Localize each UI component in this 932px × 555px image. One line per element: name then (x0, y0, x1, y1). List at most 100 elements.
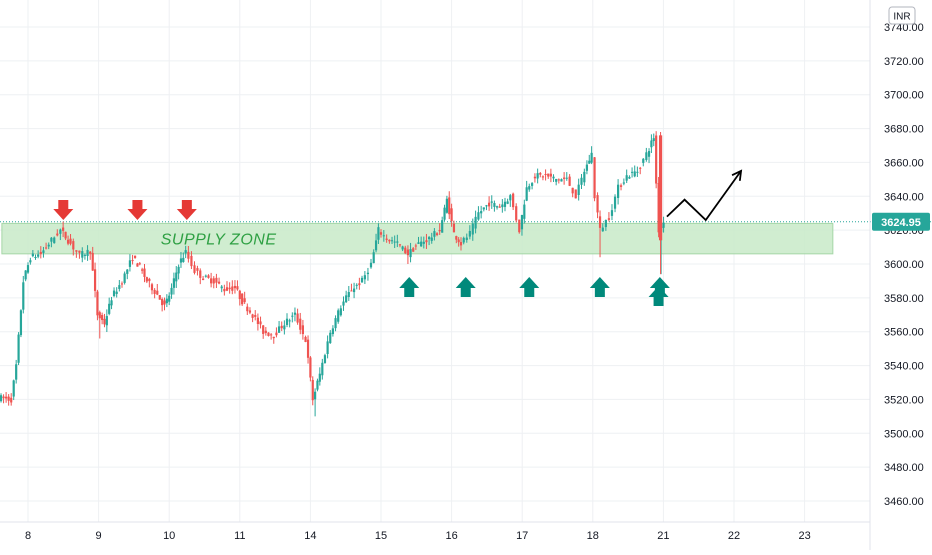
y-tick-label: 3680.00 (884, 124, 924, 136)
x-tick-label: 18 (587, 530, 599, 542)
candle (604, 219, 607, 231)
candle (417, 236, 420, 245)
candle-body (53, 237, 56, 244)
last-price-tag: 3624.95 (872, 212, 930, 231)
candle (296, 308, 299, 325)
candle (647, 148, 651, 164)
candle-body (42, 250, 45, 253)
candle (571, 187, 574, 198)
candle (490, 195, 493, 209)
candle-body (168, 295, 171, 302)
candle-body (390, 240, 394, 242)
candle (619, 183, 623, 191)
candle (175, 266, 178, 288)
supply-zone-band (1, 222, 834, 255)
candle-body (574, 189, 577, 199)
candle (254, 310, 257, 321)
candle (285, 313, 289, 328)
candle (503, 197, 507, 212)
candle (7, 394, 10, 406)
candle (593, 157, 596, 202)
candle (141, 267, 144, 274)
time-axis[interactable]: 8 9 10 11 14 15 16 17 18 21 22 23 (0, 521, 870, 542)
candle-body (299, 318, 302, 330)
candle (498, 203, 501, 208)
candle-body (296, 313, 299, 323)
candle (136, 262, 139, 267)
candle (427, 236, 431, 246)
candle-body (430, 237, 433, 241)
candle (314, 388, 317, 417)
x-tick-label: 16 (445, 530, 457, 542)
candle-body (565, 177, 568, 179)
candle-body (480, 211, 483, 214)
candle (471, 218, 474, 241)
candle (56, 229, 59, 237)
candle-body (448, 197, 451, 215)
x-tick-label: 23 (798, 530, 810, 542)
candle-body (165, 298, 168, 304)
candle (233, 280, 237, 294)
candle (369, 258, 373, 269)
candle (236, 280, 239, 291)
y-tick-label: 3600.00 (884, 259, 924, 271)
candle (355, 283, 358, 290)
candle (329, 330, 332, 344)
candle-body (98, 312, 101, 319)
candle-body (441, 220, 444, 233)
candle-body (91, 252, 94, 271)
candle (64, 231, 67, 241)
candle-body (316, 380, 319, 390)
candle-body (259, 321, 262, 325)
candle-body (0, 395, 3, 402)
candle-body (190, 255, 193, 267)
candle-body (24, 270, 27, 280)
candle (435, 232, 439, 237)
candle (318, 367, 321, 386)
candle (625, 169, 628, 184)
candle-body (523, 204, 526, 219)
candle (309, 356, 312, 382)
candle-body (580, 177, 583, 185)
candle-body (78, 250, 81, 253)
candle (168, 292, 171, 306)
candle-body (355, 284, 358, 286)
candle-body (158, 295, 161, 300)
last-price-box (872, 212, 930, 231)
candle-body (465, 237, 468, 240)
candle-body (112, 290, 116, 297)
candle (96, 289, 99, 321)
candle-body (358, 283, 361, 286)
candle (590, 146, 593, 165)
candle (59, 228, 62, 241)
candle (50, 236, 53, 248)
candle (196, 265, 199, 276)
candle (148, 277, 151, 288)
candle-body (404, 247, 407, 254)
price-axis[interactable]: 3460.00 3480.00 3500.00 3520.00 3540.00 3560.… (869, 0, 924, 550)
candle-body (633, 171, 636, 177)
candle-body (62, 227, 65, 231)
candle (66, 235, 70, 246)
candle-body (301, 325, 304, 335)
candle-body (323, 355, 327, 363)
candle-body (207, 275, 210, 278)
candle (396, 234, 399, 248)
candle (112, 287, 116, 298)
candle-body (652, 138, 655, 142)
candle (280, 321, 283, 332)
candle-body (69, 238, 72, 244)
candle (275, 327, 278, 338)
candle (187, 246, 190, 263)
candle-body (352, 288, 356, 293)
candle (337, 308, 340, 324)
currency-badge[interactable]: INR (888, 6, 916, 25)
candle (409, 242, 412, 263)
y-tick-label: 3700.00 (884, 90, 924, 102)
candle (528, 183, 531, 192)
candle-body (196, 268, 199, 271)
candle (518, 219, 521, 234)
candle (388, 239, 391, 244)
